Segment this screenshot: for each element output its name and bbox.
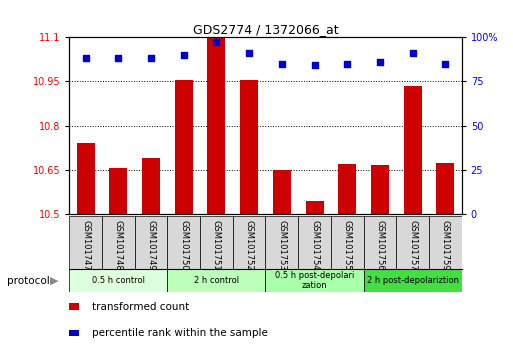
Bar [175,80,193,214]
Bar [240,80,258,214]
Bar [265,216,298,271]
Text: 0.5 h control: 0.5 h control [92,276,145,285]
Point [212,40,221,45]
Bar [404,86,422,214]
Text: GSM101751: GSM101751 [212,220,221,271]
Text: GSM101748: GSM101748 [114,220,123,271]
Point [245,50,253,56]
Point [310,63,319,68]
Point [278,61,286,67]
Bar [200,216,233,271]
Point [408,50,417,56]
Bar [396,216,429,271]
Text: GSM101747: GSM101747 [81,220,90,271]
Text: GSM101756: GSM101756 [376,220,384,271]
Text: percentile rank within the sample: percentile rank within the sample [92,328,268,338]
Bar [364,269,462,292]
Text: 2 h control: 2 h control [194,276,239,285]
Title: GDS2774 / 1372066_at: GDS2774 / 1372066_at [193,23,338,36]
Bar [306,201,324,214]
Text: GSM101754: GSM101754 [310,220,319,271]
Bar [167,216,200,271]
Text: GSM101750: GSM101750 [179,220,188,271]
Bar [364,216,396,271]
Bar [371,166,389,214]
Bar [437,162,455,214]
Text: GSM101757: GSM101757 [408,220,417,271]
Bar [331,216,364,271]
Bar [273,170,291,214]
Bar [429,216,462,271]
Bar [69,216,102,271]
Bar [102,216,134,271]
Text: 0.5 h post-depolari
zation: 0.5 h post-depolari zation [275,271,354,290]
Text: GSM101759: GSM101759 [441,220,450,271]
Bar [167,269,266,292]
Point [82,56,90,61]
Text: GSM101749: GSM101749 [147,220,155,271]
Bar [207,37,225,214]
Point [180,52,188,58]
Text: GSM101753: GSM101753 [278,220,286,271]
Point [343,61,351,67]
Text: ▶: ▶ [50,276,58,286]
Bar [109,169,127,214]
Text: 2 h post-depolariztion: 2 h post-depolariztion [367,276,459,285]
Text: GSM101752: GSM101752 [245,220,253,271]
Bar [298,216,331,271]
Text: transformed count: transformed count [92,302,190,312]
Bar [69,269,167,292]
Bar [134,216,167,271]
Bar [142,158,160,214]
Point [376,59,384,65]
Bar [338,164,356,214]
Point [441,61,449,67]
Bar [76,143,94,214]
Point [114,56,123,61]
Text: protocol: protocol [7,276,49,286]
Text: GSM101755: GSM101755 [343,220,352,271]
Bar [265,269,364,292]
Point [147,56,155,61]
Bar [233,216,266,271]
